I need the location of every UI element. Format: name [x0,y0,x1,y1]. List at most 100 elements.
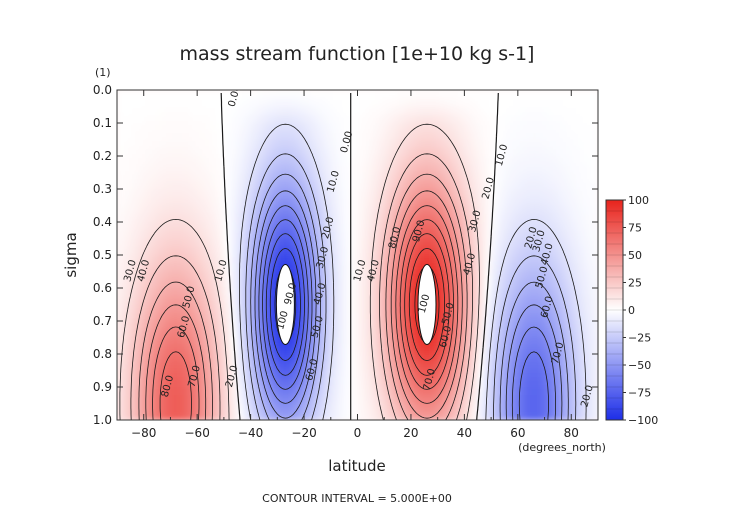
field-cell [310,90,319,99]
field-cell [517,271,526,281]
field-cell [337,411,345,420]
field-cell [210,378,218,388]
y-tick-label: 0.0 [93,83,112,97]
field-cell [544,197,552,207]
field-cell [137,370,145,380]
field-cell [577,123,586,132]
field-cell [370,337,379,347]
field-cell [517,123,526,132]
field-cell [177,131,185,141]
field-cell [531,304,539,314]
field-cell [230,304,238,314]
field-cell [237,279,245,289]
field-cell [377,90,385,99]
field-cell [437,362,445,372]
field-cell [430,354,439,363]
field-cell [370,378,379,388]
field-cell [537,378,546,388]
field-cell [504,312,512,322]
field-cell [357,321,365,330]
field-cell [237,197,245,207]
field-cell [177,156,185,165]
field-cell [390,279,399,289]
field-cell [257,255,265,264]
field-cell [317,296,325,306]
y-tick-label: 0.3 [93,182,112,196]
field-cell [197,329,205,339]
field-cell [143,312,151,322]
field-cell [197,288,205,297]
field-cell [257,370,265,380]
field-cell [277,172,285,182]
field-cell [210,279,218,289]
field-cell [243,131,252,141]
field-cell [177,362,185,372]
field-cell [524,230,532,240]
field-cell [130,131,138,141]
field-cell [310,362,319,372]
field-cell [130,321,138,330]
field-cell [390,180,399,190]
field-cell [344,90,352,99]
field-cell [537,354,546,363]
field-cell [564,271,572,281]
field-cell [143,238,151,248]
field-cell [491,403,499,413]
field-cell [551,180,559,190]
field-cell [163,387,172,396]
field-cell [210,288,218,297]
field-cell [330,114,339,124]
field-cell [317,90,325,99]
contour-positive [130,153,473,420]
field-cell [263,139,272,149]
field-cell [170,255,178,264]
field-cell [517,387,526,396]
field-cell [364,411,372,420]
field-cell [217,213,225,223]
field-cell [591,321,598,330]
field-cell [143,147,151,157]
field-cell [364,403,372,413]
field-cell [524,90,532,99]
field-cell [163,213,172,223]
field-cell [170,279,178,289]
field-cell [544,238,552,248]
field-cell [557,304,566,314]
field-cell [183,321,192,330]
field-cell [511,139,519,149]
field-cell [390,296,399,306]
field-cell [484,321,492,330]
field-cell [444,205,452,215]
field-cell [357,296,365,306]
field-cell [304,362,312,372]
field-cell [544,255,552,264]
field-cell [537,321,546,330]
field-cell [430,230,439,240]
field-cell [277,139,285,149]
field-cell [517,411,526,420]
field-cell [123,403,131,413]
field-cell [504,156,512,165]
field-cell [250,403,258,413]
field-cell [217,246,225,256]
field-cell [223,395,232,405]
field-cell [304,156,312,165]
field-cell [123,255,131,264]
field-cell [457,279,465,289]
field-cell [591,230,598,240]
field-cell [223,329,232,339]
field-cell [357,395,365,405]
field-cell [557,263,566,273]
field-cell [317,197,325,207]
field-cell [551,370,559,380]
field-cell [270,246,278,256]
field-cell [571,403,579,413]
field-cell [577,345,586,355]
field-cell [430,180,439,190]
field-cell [304,172,312,182]
field-cell [203,147,212,157]
field-cell [263,180,272,190]
field-cell [484,123,492,132]
field-cell [324,296,332,306]
